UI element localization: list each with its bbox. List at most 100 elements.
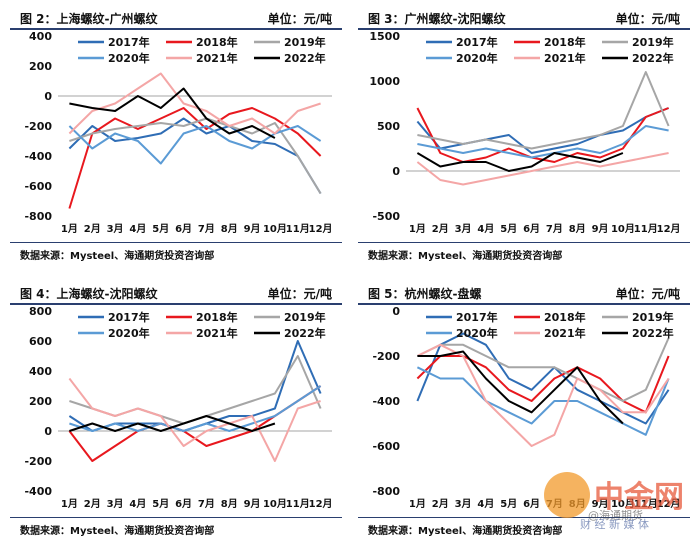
legend-label: 2018年 (544, 310, 586, 324)
series-line (68, 377, 321, 462)
y-tick-label: -400 (24, 485, 52, 498)
legend-label: 2018年 (196, 310, 238, 324)
legend-label: 2017年 (108, 35, 150, 49)
series-line (68, 385, 322, 462)
y-tick-label: -400 (372, 395, 400, 408)
legend-label: 2019年 (284, 310, 326, 324)
x-tick-label: 7月 (198, 498, 215, 510)
x-tick-label: 12月 (657, 223, 681, 235)
legend-label: 2021年 (544, 326, 586, 340)
watermark: 中金网 @海通期货 财 经 新 媒 体 (540, 470, 700, 543)
x-tick-label: 4月 (477, 223, 494, 235)
x-tick-label: 5月 (500, 498, 517, 510)
x-tick-label: 9月 (592, 223, 609, 235)
watermark-brand: 中金网 (594, 480, 684, 515)
y-tick-label: -800 (372, 485, 400, 498)
y-tick-label: -200 (24, 455, 52, 468)
series-line (68, 125, 322, 165)
series-line (416, 152, 669, 186)
series-line (416, 366, 670, 436)
chart-panel-2: 图 3：广州螺纹-沈阳螺纹 单位：元/吨 1500 1000 500 0 -500 1月 2… (358, 6, 690, 268)
legend-label: 2020年 (108, 51, 150, 65)
x-tick-label: 1月 (61, 498, 78, 510)
legend-label: 2018年 (196, 35, 238, 49)
legend-label: 2018年 (544, 35, 586, 49)
chart-source: 数据来源：Mysteel、海通期货投资咨询部 (368, 526, 563, 537)
x-tick-label: 6月 (523, 498, 540, 510)
series-line (68, 107, 322, 209)
chart-unit: 单位：元/吨 (267, 287, 332, 301)
x-tick-label: 11月 (634, 498, 658, 510)
x-tick-label: 10月 (263, 223, 287, 235)
y-tick-label: 200 (29, 60, 52, 73)
x-tick-label: 2月 (84, 498, 101, 510)
legend-label: 2022年 (284, 51, 326, 65)
x-tick-label: 4月 (129, 498, 146, 510)
x-tick-label: 9月 (244, 498, 261, 510)
x-tick-label: 10月 (611, 223, 635, 235)
x-tick-label: 2月 (432, 498, 449, 510)
y-tick-label: -500 (372, 210, 400, 223)
legend-label: 2022年 (632, 326, 674, 340)
series-line (417, 125, 669, 159)
series-line (68, 340, 322, 432)
x-tick-label: 9月 (244, 223, 261, 235)
series-line (416, 107, 669, 163)
panel-header: 图 3：广州螺纹-沈阳螺纹 单位：元/吨 (358, 6, 690, 30)
x-tick-label: 10月 (263, 498, 287, 510)
y-tick-label: -200 (24, 120, 52, 133)
line-chart-svg: 1500 1000 500 0 -500 1月 2月 3月 4月 5月 6月 7月 8月 9月 10月11月… (369, 30, 681, 235)
panel-header: 图 4：上海螺纹-沈阳螺纹 单位：元/吨 (10, 281, 342, 305)
y-tick-label: -400 (24, 150, 52, 163)
y-tick-label: -200 (372, 350, 400, 363)
panel-footer: 数据来源：Mysteel、海通期货投资咨询部 (10, 242, 342, 262)
y-tick-label: -800 (24, 210, 52, 223)
x-tick-label: 3月 (107, 223, 124, 235)
legend-label: 2022年 (284, 326, 326, 340)
y-tick-label: 400 (29, 365, 52, 378)
series-line (69, 415, 276, 432)
legend-label: 2021年 (196, 326, 238, 340)
x-tick-label: 10月 (611, 498, 635, 510)
series-line (416, 332, 670, 425)
series-line (417, 71, 670, 150)
chart-title: 图 2：上海螺纹-广州螺纹 (20, 12, 158, 26)
watermark-handle: @海通期货 (588, 509, 643, 522)
x-tick-label: 4月 (129, 223, 146, 235)
series-line (68, 117, 322, 195)
x-tick-label: 8月 (221, 223, 238, 235)
x-tick-label: 2月 (84, 223, 101, 235)
y-tick-label: -600 (372, 440, 400, 453)
series-line (416, 107, 669, 154)
line-chart-svg: 0-200-400-600-8001月2月3月4月5月6月7月8月9月10月11… (372, 305, 680, 510)
legend-label: 2017年 (456, 310, 498, 324)
y-tick-label: 1500 (369, 30, 400, 43)
x-tick-label: 4月 (477, 498, 494, 510)
x-tick-label: 8月 (569, 223, 586, 235)
series-line (69, 87, 276, 139)
y-tick-label: 0 (392, 165, 400, 178)
x-tick-label: 7月 (546, 223, 563, 235)
x-tick-label: 3月 (455, 498, 472, 510)
watermark-logo-icon (544, 472, 590, 518)
x-tick-label: 1月 (409, 223, 426, 235)
line-chart-svg: 400 200 0 -200 -400 -600 -800 1月 2月 3月 4月 5月 6月 7月 8月 9… (24, 30, 332, 235)
chart-source: 数据来源：Mysteel、海通期货投资咨询部 (20, 526, 215, 537)
x-tick-label: 5月 (500, 223, 517, 235)
legend-label: 2017年 (456, 35, 498, 49)
x-tick-label: 7月 (198, 223, 215, 235)
legend-label: 2022年 (632, 51, 674, 65)
y-tick-label: 200 (29, 395, 52, 408)
series-line (416, 355, 670, 414)
x-tick-label: 2月 (432, 223, 449, 235)
x-tick-label: 11月 (286, 223, 310, 235)
y-tick-label: 0 (392, 305, 400, 318)
series-line (416, 343, 670, 447)
chart-panel-4: 图 5：杭州螺纹-盘螺 单位：元/吨 0 -200 -400 -600 -800 1月 2月… (358, 281, 690, 543)
series-line (69, 385, 322, 432)
x-tick-label: 8月 (221, 498, 238, 510)
chart-title: 图 5：杭州螺纹-盘螺 (368, 287, 482, 301)
panel-header: 图 2：上海螺纹-广州螺纹 单位：元/吨 (10, 6, 342, 30)
legend-label: 2017年 (108, 310, 150, 324)
